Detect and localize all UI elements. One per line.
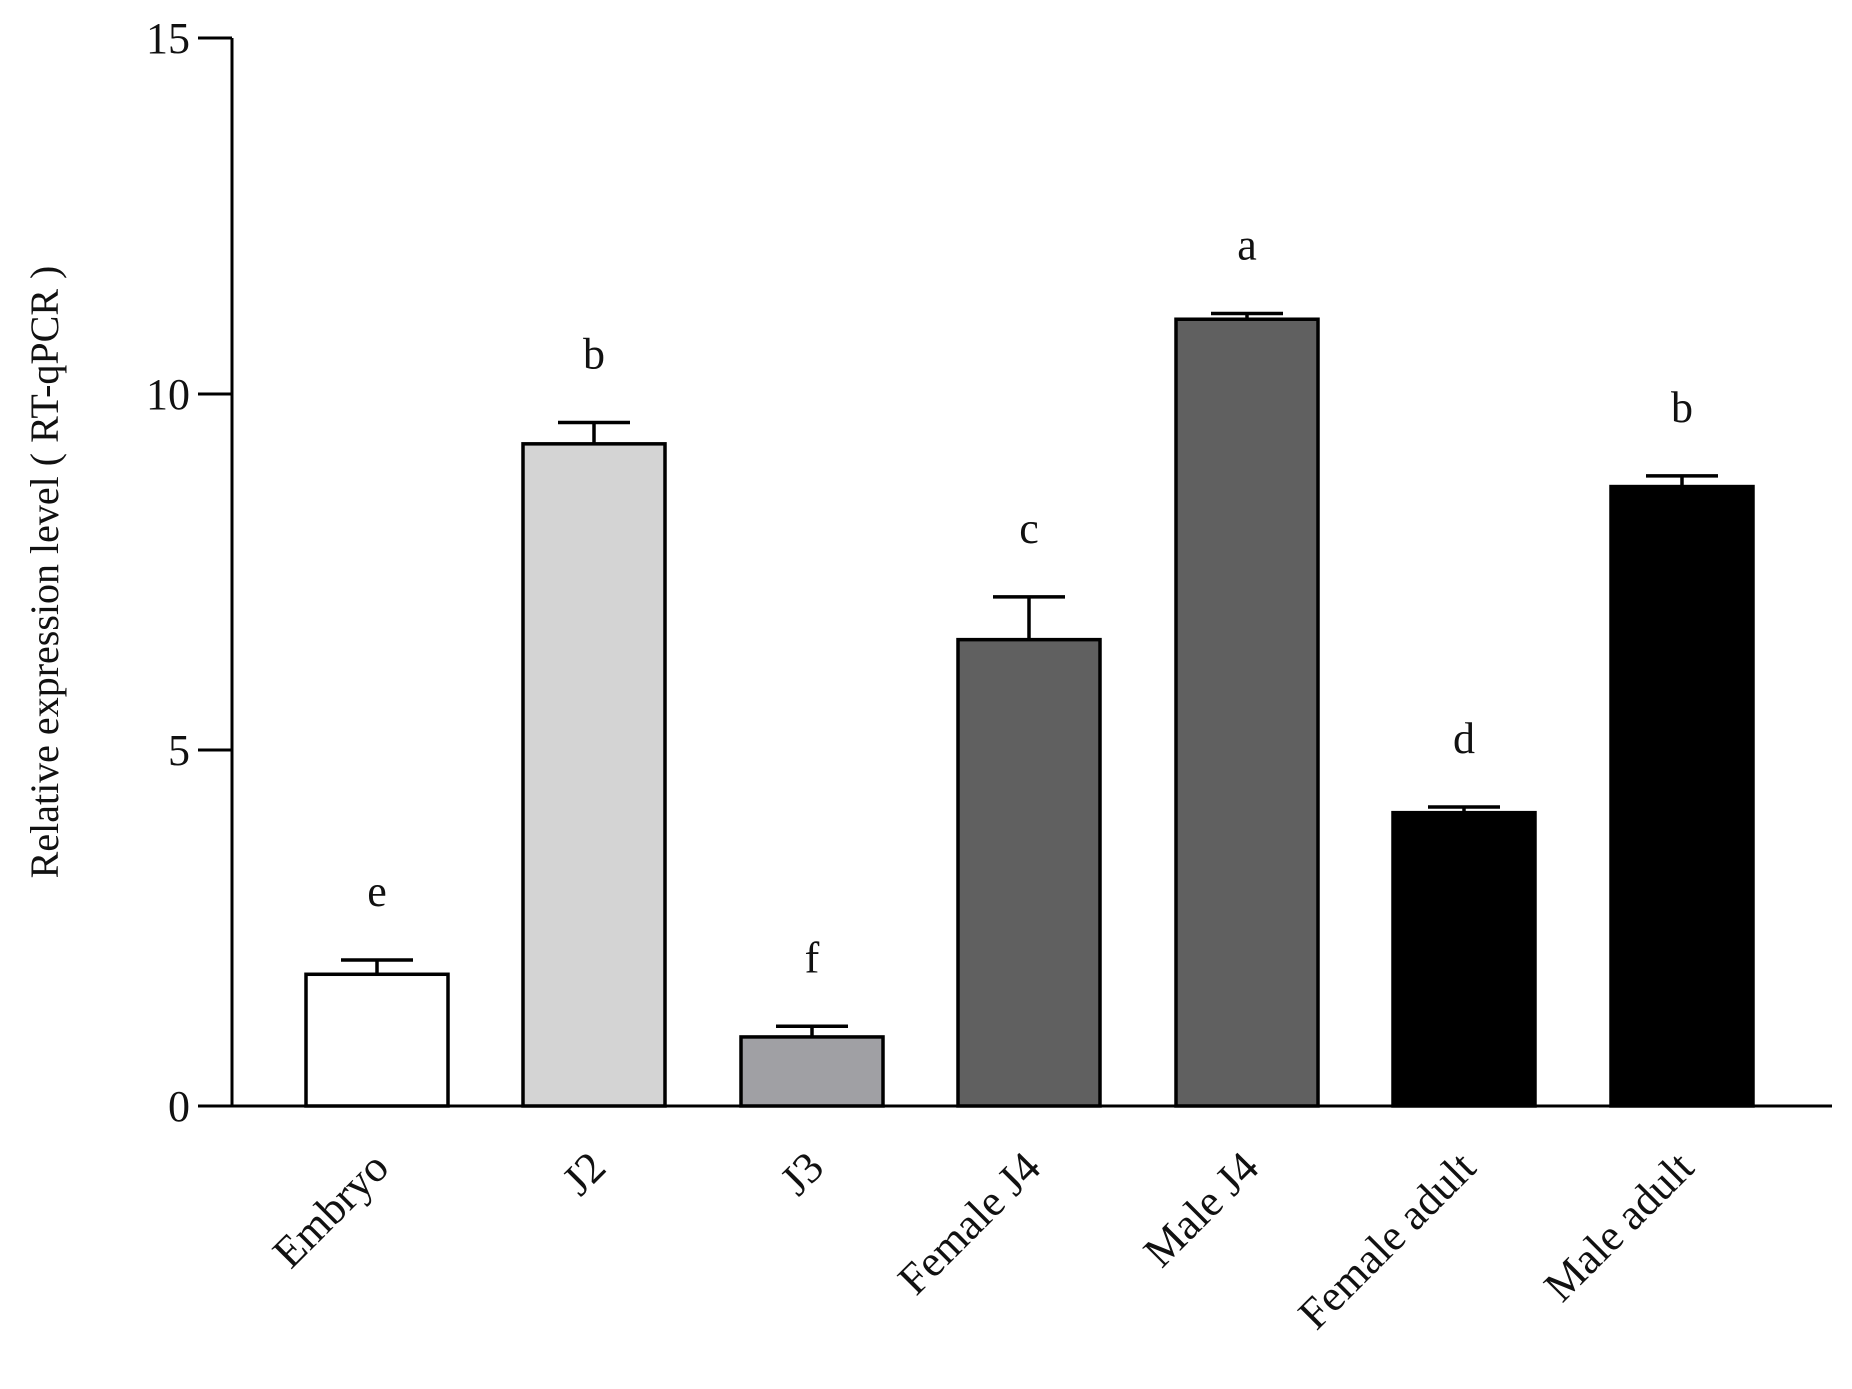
y-ticks-layer: 0 5 10 15 <box>146 14 232 1131</box>
category-label: Female J4 <box>888 1142 1050 1304</box>
category-label: Male adult <box>1535 1142 1704 1311</box>
bar-male-adult <box>1609 484 1755 1108</box>
significance-labels-layer: e b f c a d b <box>367 221 1693 983</box>
y-tick-label: 5 <box>168 726 190 775</box>
significance-label: b <box>583 329 605 378</box>
significance-label: d <box>1453 714 1475 763</box>
significance-label: f <box>805 933 820 982</box>
bar-j3 <box>739 1035 885 1108</box>
bars-layer <box>304 317 1755 1108</box>
bar-female-j4 <box>956 637 1102 1108</box>
bar-male-j4 <box>1174 317 1320 1108</box>
y-tick-label: 10 <box>146 370 190 419</box>
significance-label: e <box>367 867 387 916</box>
bar-j2 <box>521 442 667 1108</box>
category-labels-layer: Embryo J2 J3 Female J4 Male J4 Female adult Ma… <box>263 1142 1703 1338</box>
category-label: J3 <box>771 1142 833 1204</box>
error-bars-layer <box>341 311 1718 1037</box>
category-label: J2 <box>553 1142 615 1204</box>
y-tick-label: 0 <box>168 1082 190 1131</box>
category-label: Female adult <box>1289 1142 1485 1338</box>
bar-embryo <box>304 972 450 1108</box>
y-tick-label: 15 <box>146 14 190 63</box>
significance-label: c <box>1019 504 1039 553</box>
significance-label: a <box>1237 221 1257 270</box>
bar-female-adult <box>1391 810 1537 1108</box>
y-axis-label: Relative expression level ( RT-qPCR ) <box>22 266 67 879</box>
axes-layer <box>230 38 1832 1108</box>
category-label: Embryo <box>263 1142 398 1277</box>
category-label: Male J4 <box>1134 1142 1268 1276</box>
significance-label: b <box>1671 383 1693 432</box>
